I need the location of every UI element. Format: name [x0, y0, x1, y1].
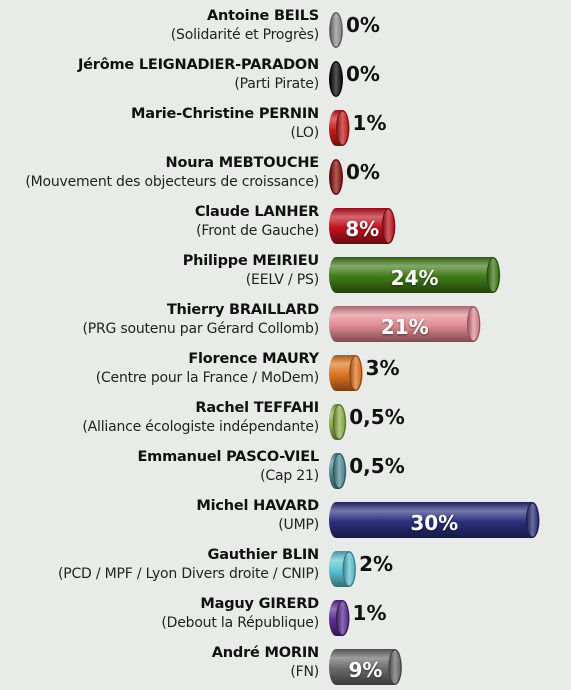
candidate-party: (PCD / MPF / Lyon Divers droite / CNIP): [57, 566, 319, 582]
candidate-name: Michel HAVARD: [196, 498, 319, 514]
result-bar: [329, 453, 347, 489]
candidate-name: Maguy GIRERD: [200, 596, 319, 612]
candidate-name: Marie-Christine PERNIN: [131, 106, 319, 122]
candidate-row: Antoine BEILS (Solidarité et Progrès) 0%: [0, 4, 571, 53]
value-label: 21%: [380, 315, 429, 339]
candidate-row: Michel HAVARD (UMP) 30%: [0, 494, 571, 543]
candidate-row: Noura MEBTOUCHE (Mouvement des objecteurs…: [0, 151, 571, 200]
result-bar: [329, 404, 347, 440]
candidate-party: (Centre pour la France / MoDem): [95, 370, 319, 386]
value-label: 1%: [352, 601, 387, 625]
result-bar: [329, 110, 350, 146]
candidate-party: (EELV / PS): [245, 272, 319, 288]
result-bar: [329, 257, 501, 293]
result-bar: [329, 502, 540, 538]
candidate-row: Gauthier BLIN (PCD / MPF / Lyon Divers dr…: [0, 543, 571, 592]
value-label: 24%: [390, 266, 439, 290]
candidate-party: (PRG soutenu par Gérard Collomb): [82, 321, 319, 337]
candidate-name: Emmanuel PASCO-VIEL: [137, 449, 319, 465]
result-bar: [329, 61, 343, 97]
candidate-row: Rachel TEFFAHI (Alliance écologiste indép…: [0, 396, 571, 445]
candidate-party: (Mouvement des objecteurs de croissance): [25, 174, 319, 190]
candidate-party: (Debout la République): [161, 615, 319, 631]
value-label: 30%: [410, 511, 459, 535]
candidate-party: (Solidarité et Progrès): [170, 27, 319, 43]
value-label: 0%: [346, 160, 380, 184]
candidate-row: Maguy GIRERD (Debout la République) 1%: [0, 592, 571, 641]
result-bar: [329, 355, 363, 391]
candidate-party: (Alliance écologiste indépendante): [82, 419, 319, 435]
candidate-row: Emmanuel PASCO-VIEL (Cap 21) 0,5%: [0, 445, 571, 494]
candidate-party: (FN): [290, 664, 319, 680]
value-label: 0%: [346, 62, 380, 86]
value-label: 2%: [359, 552, 394, 576]
candidate-party: (Front de Gauche): [196, 223, 319, 239]
result-bar: [329, 159, 343, 195]
candidate-row: Claude LANHER (Front de Gauche) 8%: [0, 200, 571, 249]
candidate-name: Rachel TEFFAHI: [195, 400, 319, 416]
candidate-party: (Cap 21): [260, 468, 319, 484]
candidate-name: Claude LANHER: [194, 204, 319, 220]
candidate-name: André MORIN: [211, 645, 319, 661]
result-bar: [329, 600, 350, 636]
candidate-row: Thierry BRAILLARD (PRG soutenu par Gérard…: [0, 298, 571, 347]
value-label: 1%: [352, 111, 387, 135]
candidate-name: Thierry BRAILLARD: [166, 302, 319, 318]
result-bar: [329, 551, 357, 587]
value-label: 8%: [345, 217, 380, 241]
candidate-name: Noura MEBTOUCHE: [165, 155, 320, 171]
candidate-party: (UMP): [278, 517, 319, 533]
candidate-name: Philippe MEIRIEU: [182, 253, 319, 269]
candidate-row: Florence MAURY (Centre pour la France / M…: [0, 347, 571, 396]
candidate-row: Jérôme LEIGNADIER-PARADON (Parti Pirate) 0…: [0, 53, 571, 102]
candidate-party: (Parti Pirate): [234, 76, 319, 92]
result-bar: [329, 12, 343, 48]
result-bar: [329, 649, 402, 685]
candidate-party: (LO): [290, 125, 320, 141]
value-label: 0%: [346, 13, 380, 37]
candidate-name: Jérôme LEIGNADIER-PARADON: [77, 57, 319, 73]
candidate-row: Philippe MEIRIEU (EELV / PS) 24%: [0, 249, 571, 298]
candidate-name: Antoine BEILS: [206, 8, 319, 24]
value-label: 9%: [348, 658, 383, 682]
value-label: 0,5%: [349, 454, 405, 478]
candidate-name: Florence MAURY: [188, 351, 319, 367]
value-label: 0,5%: [349, 405, 405, 429]
candidate-name: Gauthier BLIN: [207, 547, 320, 563]
candidate-row: Marie-Christine PERNIN (LO) 1%: [0, 102, 571, 151]
result-bar: [329, 306, 481, 342]
candidate-row: André MORIN (FN) 9%: [0, 641, 571, 690]
value-label: 3%: [365, 356, 400, 380]
result-bar: [329, 208, 396, 244]
